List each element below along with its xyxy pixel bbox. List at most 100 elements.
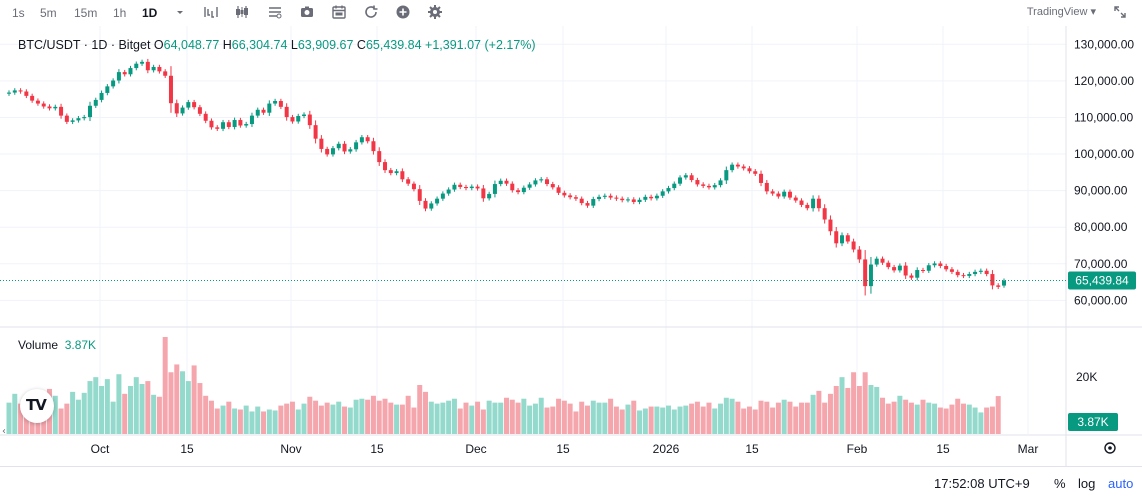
volume-bar: [625, 404, 631, 434]
volume-bar: [723, 397, 729, 434]
candle-body: [718, 180, 723, 186]
symbol-title[interactable]: BTC/USDT · 1D · Bitget: [18, 38, 151, 52]
clock-timezone[interactable]: 17:52:08 UTC+9: [934, 476, 1030, 491]
tv-logo-icon: TV: [26, 396, 47, 414]
candle-body: [383, 162, 388, 171]
candle-body: [140, 61, 145, 64]
volume-bar: [370, 395, 376, 434]
volume-bar: [891, 401, 897, 434]
volume-label: Volume: [18, 338, 59, 352]
candle-body: [591, 199, 596, 206]
volume-bar: [787, 401, 793, 434]
volume-bar: [87, 381, 93, 434]
candle-body: [209, 120, 214, 128]
volume-bar: [833, 385, 839, 434]
volume-bar: [781, 399, 787, 434]
chevron-down-icon[interactable]: [172, 4, 188, 20]
candle-body: [672, 183, 677, 189]
candle-body: [857, 249, 862, 260]
candle-body: [435, 198, 440, 204]
candle-body: [469, 186, 474, 189]
candle-body: [764, 182, 769, 192]
gear-icon[interactable]: [427, 4, 443, 20]
candle-body: [325, 148, 330, 155]
fullscreen-icon[interactable]: [1112, 4, 1128, 20]
candle-body: [388, 170, 393, 174]
interval-1s[interactable]: 1s: [12, 6, 25, 20]
candle-body: [695, 180, 700, 185]
interval-5m[interactable]: 5m: [40, 6, 57, 20]
price-chart[interactable]: 130,000.00 120,000.00 110,000.00 100,000.00…: [0, 26, 1142, 466]
volume-bar: [70, 391, 76, 434]
volume-last-tag: [1068, 413, 1118, 431]
y-tick-label: 60,000.00: [1074, 293, 1128, 307]
volume-bar: [81, 392, 87, 434]
candle-body: [782, 191, 787, 197]
volume-bar: [961, 403, 967, 434]
candle-body: [840, 235, 845, 244]
volume-bar: [573, 411, 579, 434]
volume-bar: [336, 401, 342, 434]
percent-toggle[interactable]: %: [1054, 476, 1066, 491]
y-tick-label: 110,000.00: [1074, 110, 1133, 124]
candle-body: [41, 103, 46, 107]
volume-legend[interactable]: Volume 3.87K: [18, 338, 96, 352]
indicators-icon[interactable]: [267, 4, 283, 20]
volume-bar: [700, 406, 706, 434]
candle-body: [701, 184, 706, 186]
open-label: O: [153, 38, 164, 52]
scroll-left-icon[interactable]: ‹: [2, 426, 6, 437]
brand-menu[interactable]: TradingView ▾: [1027, 5, 1096, 18]
volume-bar: [712, 408, 718, 434]
candle-body: [568, 195, 573, 198]
replay-icon[interactable]: [363, 4, 379, 20]
volume-bar: [874, 386, 880, 434]
candle-body: [747, 168, 752, 172]
volume-bar: [116, 374, 122, 434]
brand-label: TradingView: [1026, 6, 1088, 18]
volume-bar: [278, 405, 284, 434]
camera-icon[interactable]: [299, 4, 315, 20]
candle-body: [492, 184, 497, 194]
volume-bar: [127, 385, 133, 434]
log-toggle[interactable]: log: [1078, 476, 1096, 491]
interval-15m[interactable]: 15m: [74, 6, 98, 20]
candle-body: [654, 195, 659, 199]
candle-body: [828, 219, 833, 232]
candle-body: [487, 193, 492, 199]
auto-toggle[interactable]: auto: [1108, 476, 1134, 491]
candle-body: [967, 274, 972, 276]
bar-chart-icon[interactable]: [203, 4, 219, 20]
calendar-icon[interactable]: [331, 4, 347, 20]
candle-body: [527, 184, 532, 188]
candle-body: [232, 120, 237, 127]
volume-bar: [995, 396, 1001, 434]
y-tick-label: 130,000.00: [1074, 37, 1134, 51]
volume-bar: [799, 402, 805, 434]
volume-bar: [966, 404, 972, 434]
bottom-bar: 17:52:08 UTC+9 % log auto: [0, 466, 1142, 497]
add-icon[interactable]: [395, 4, 411, 20]
candle-body: [359, 137, 364, 143]
candle-body: [464, 186, 469, 189]
x-tick-label: Mar: [1018, 442, 1039, 456]
interval-1d[interactable]: 1D: [142, 6, 158, 20]
interval-1h[interactable]: 1h: [113, 6, 127, 20]
candle-body: [7, 92, 11, 94]
volume-bar: [556, 398, 562, 434]
volume-bar: [729, 398, 735, 434]
volume-bar: [214, 408, 220, 434]
volume-bar: [706, 402, 712, 434]
candles-icon[interactable]: [234, 4, 250, 20]
volume-bar: [642, 408, 648, 434]
candle-body: [973, 271, 978, 275]
low-value: 63,909.67: [297, 38, 354, 52]
candle-body: [145, 61, 150, 71]
candle-body: [504, 180, 509, 184]
volume-bar: [527, 405, 533, 434]
candle-body: [533, 180, 538, 185]
tradingview-logo[interactable]: TV: [20, 389, 54, 423]
candle-body: [313, 125, 318, 139]
settings-icon[interactable]: [1104, 442, 1116, 454]
candle-body: [226, 122, 231, 127]
